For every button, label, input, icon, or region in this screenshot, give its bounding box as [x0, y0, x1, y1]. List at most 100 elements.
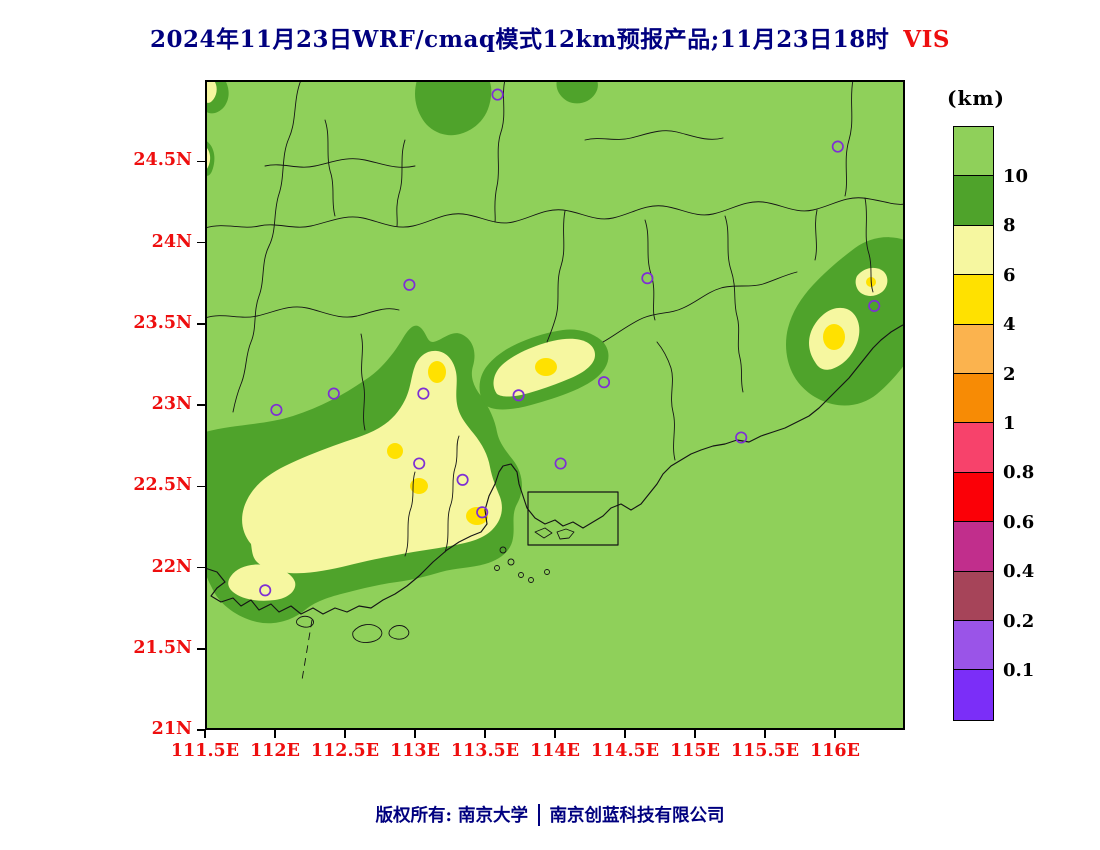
station-marker [259, 584, 272, 597]
x-axis-tick-label: 114.5E [590, 741, 660, 761]
y-axis-tick-label: 24N [151, 231, 192, 252]
legend-cell [954, 275, 993, 325]
copyright-left: 版权所有: 南京大学 [375, 806, 529, 826]
legend-boundary-label: 0.4 [1003, 561, 1035, 583]
copyright-footer: 版权所有: 南京大学 南京创蓝科技有限公司 [0, 802, 1100, 827]
region-4-6km-core [387, 443, 403, 459]
legend-tick-labels: 10 8 6 4 2 1 0.8 0.6 0.4 0.2 0.1 [1003, 126, 1073, 746]
legend-boundary-label: 8 [1003, 215, 1016, 237]
station-marker [554, 457, 567, 470]
y-axis-tick-mark [197, 648, 205, 650]
x-axis-tick-mark [624, 730, 626, 738]
legend-cell [954, 423, 993, 473]
y-axis-tick-label: 21.5N [133, 637, 192, 658]
region-6-8km-northwest-corner [205, 82, 217, 103]
region-4-6km-core [466, 507, 488, 525]
station-marker [476, 506, 489, 519]
contour-regions [205, 80, 905, 624]
x-axis-tick-label: 113.5E [450, 741, 520, 761]
region-4-6km-core [428, 361, 446, 383]
region-4-6km-core [823, 324, 845, 350]
station-marker [868, 299, 881, 312]
legend-cell [954, 225, 993, 276]
region-4-6km-core [410, 478, 428, 494]
y-axis-tick-label: 21N [151, 719, 192, 739]
boundary-line [444, 435, 460, 553]
boundary-line [324, 119, 336, 217]
footer-divider [538, 804, 540, 826]
island-outline [507, 558, 515, 566]
island-outline [494, 565, 500, 571]
legend-cell [954, 522, 993, 572]
legend-boundary-label: 2 [1003, 363, 1016, 385]
boundary-line [864, 197, 874, 293]
boundary-line [360, 333, 366, 431]
legend-cell [954, 373, 993, 424]
copyright-right: 南京创蓝科技有限公司 [549, 806, 725, 826]
x-axis-tick-mark [274, 730, 276, 738]
boundary-line [814, 209, 818, 261]
station-marker [597, 376, 611, 389]
x-axis-tick-mark [204, 730, 206, 738]
boundary-line [494, 80, 506, 223]
x-axis-tick-mark [554, 730, 556, 738]
legend-cell [954, 324, 993, 374]
legend-boundary-label: 6 [1003, 264, 1016, 286]
y-axis-tick-label: 23.5N [133, 312, 192, 333]
x-axis-tick-label: 112E [250, 741, 300, 761]
region-8-10km-north-a [415, 80, 492, 136]
x-axis-tick-mark [344, 730, 346, 738]
island-outline [556, 528, 575, 540]
x-axis-tick-mark [414, 730, 416, 738]
boundary-line [232, 80, 302, 413]
y-axis-tick-label: 23N [151, 394, 192, 414]
x-axis-tick-label: 115.5E [730, 741, 800, 761]
x-axis-tick-mark [764, 730, 766, 738]
x-axis-tick-label: 113E [390, 741, 440, 761]
x-axis-tick-label: 116E [810, 741, 860, 761]
station-marker [641, 272, 654, 285]
island-outline [528, 577, 534, 583]
boundary-line [724, 215, 744, 393]
legend-cell [954, 620, 993, 671]
island-outline [518, 572, 524, 578]
y-axis-tick-mark [197, 485, 205, 487]
boundary-line [844, 80, 854, 197]
legend-boundary-label: 0.1 [1003, 659, 1035, 681]
x-axis-tick-label: 112.5E [310, 741, 380, 761]
y-axis-tick-mark [197, 323, 205, 325]
y-axis-tick-label: 22.5N [133, 475, 192, 496]
island-outline [544, 569, 550, 575]
x-axis-tick-mark [694, 730, 696, 738]
station-marker [270, 403, 283, 416]
legend-cell [954, 571, 993, 621]
visibility-contour-map [205, 80, 905, 730]
legend-boundary-label: 10 [1003, 165, 1029, 187]
legend-unit-label: (km) [947, 86, 1005, 110]
legend-boundary-label: 0.8 [1003, 462, 1035, 484]
y-axis-tick-label: 24.5N [133, 150, 192, 171]
dashed-maritime-line [301, 619, 313, 681]
island-outline [296, 615, 314, 628]
legend-cell [954, 176, 993, 226]
boundary-line [264, 158, 416, 168]
station-marker [512, 389, 525, 402]
region-8-10km-north-b [556, 80, 598, 104]
y-axis-tick-mark [197, 404, 205, 406]
station-marker [831, 140, 844, 153]
x-axis-tick-label: 115E [670, 741, 720, 761]
boundary-line [205, 306, 400, 319]
boundary-line [584, 130, 724, 141]
boundary-line [404, 471, 416, 557]
x-axis-tick-label: 111.5E [170, 741, 240, 761]
station-marker [327, 387, 340, 400]
station-marker [403, 278, 416, 291]
legend-colorbar [953, 126, 994, 721]
island-outline [352, 624, 383, 643]
y-axis-tick-mark [197, 160, 205, 162]
boundary-line [546, 210, 566, 343]
legend-cell [954, 472, 993, 523]
island-outline [534, 527, 553, 539]
chart-title: 2024年11月23日WRF/cmaq模式12km预报产品;11月23日18时 V… [0, 20, 1100, 54]
